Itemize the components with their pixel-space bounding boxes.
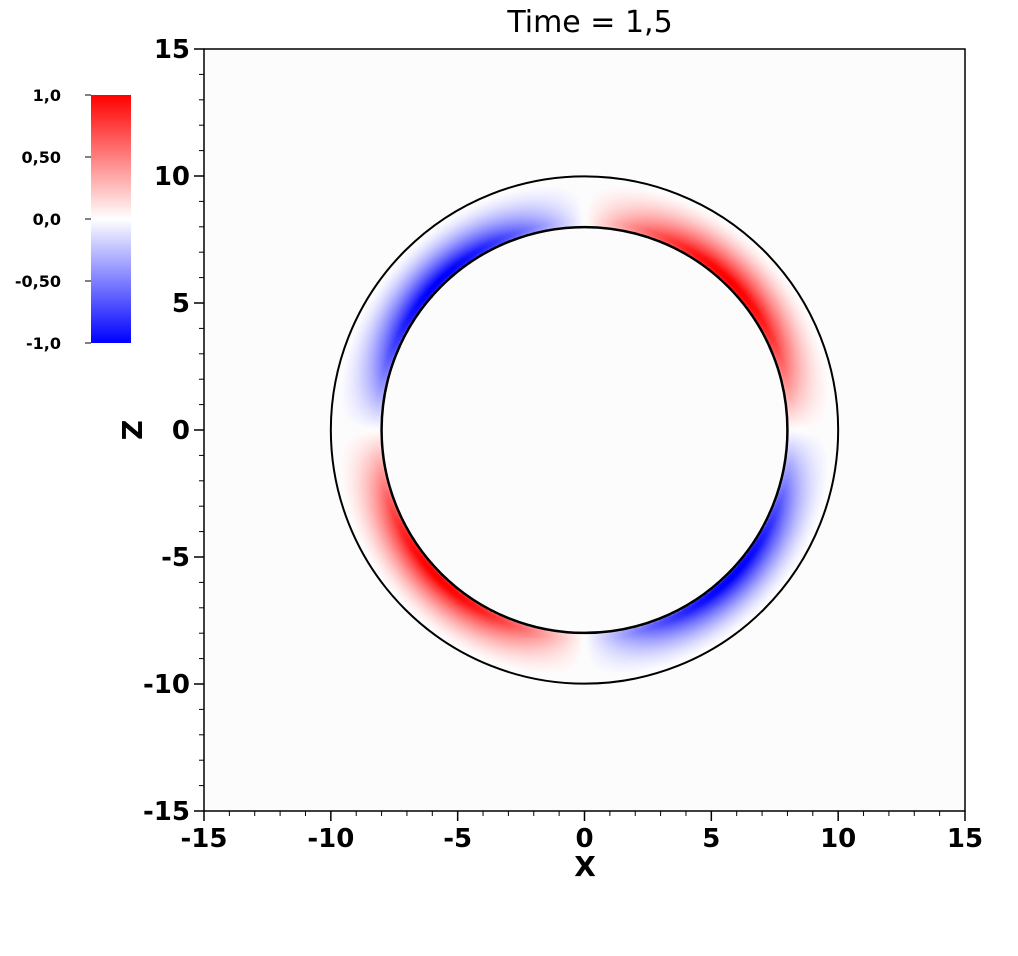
x-tick-label: 0 <box>575 824 593 854</box>
y-axis: 15 10 5 0 -5 -10 -15 <box>143 35 204 827</box>
x-tick-label: 15 <box>947 824 983 854</box>
y-tick-label: 15 <box>154 35 190 65</box>
x-axis-label: X <box>574 850 596 883</box>
colorbar-tick-label: 1,0 <box>33 86 61 105</box>
x-axis: -15 -10 -5 0 5 10 15 <box>181 811 983 854</box>
x-tick-label: 5 <box>702 824 720 854</box>
plot-area <box>203 48 966 812</box>
y-tick-label: -5 <box>161 543 190 573</box>
x-tick-label: -15 <box>181 824 228 854</box>
x-tick-label: 10 <box>820 824 856 854</box>
x-tick-label: -10 <box>307 824 354 854</box>
y-tick-label: -15 <box>143 797 190 827</box>
colorbar-tick-label: -1,0 <box>26 334 61 353</box>
inner-contour <box>380 225 789 635</box>
colorbar-gradient <box>91 95 131 343</box>
colorbar-ticks: 1,0 0,50 0,0 -0,50 -1,0 <box>15 86 91 353</box>
x-tick-label: -5 <box>443 824 472 854</box>
y-tick-label: 10 <box>154 162 190 192</box>
colorbar-tick-label: 0,50 <box>22 148 61 167</box>
y-axis-label: Z <box>115 420 148 440</box>
chart-title: Time = 1,5 <box>506 5 672 40</box>
y-tick-label: 5 <box>172 289 190 319</box>
field-image <box>204 49 965 811</box>
colorbar-tick-label: -0,50 <box>15 272 61 291</box>
y-tick-label: -10 <box>143 670 190 700</box>
colorbar: 1,0 0,50 0,0 -0,50 -1,0 <box>15 86 131 353</box>
colorbar-tick-label: 0,0 <box>33 210 61 229</box>
y-tick-label: 0 <box>172 416 190 446</box>
outer-contour <box>329 175 840 685</box>
